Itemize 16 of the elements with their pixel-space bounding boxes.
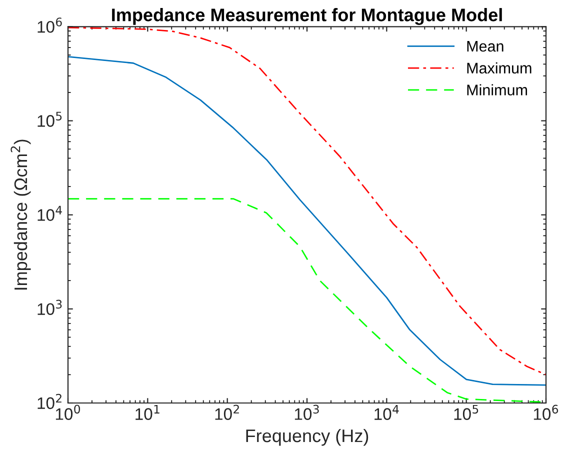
y-tick-label: 10$^{5}$ bbox=[38, 112, 62, 127]
x-axis-title: Frequency (Hz) bbox=[246, 428, 368, 446]
x-tick-label: 10$^{1}$ bbox=[136, 404, 160, 420]
legend-label: Mean bbox=[467, 41, 504, 52]
x-tick-label: 10$^{4}$ bbox=[374, 404, 399, 420]
x-tick-label: 10$^{3}$ bbox=[294, 404, 319, 420]
y-tick-label: 10$^{6}$ bbox=[38, 18, 62, 33]
x-tick-label: 10$^{5}$ bbox=[454, 404, 478, 420]
legend-label: Maximum bbox=[467, 62, 532, 74]
x-tick-label: 10$^{2}$ bbox=[215, 404, 239, 420]
legend-label: Minimum bbox=[467, 84, 527, 96]
x-tick-label: 10$^{6}$ bbox=[534, 404, 558, 420]
y-tick-label: 10$^{3}$ bbox=[38, 300, 62, 315]
y-tick-label: 10$^{4}$ bbox=[38, 206, 62, 221]
chart-title: Impedance Measurement for Montague Model bbox=[112, 8, 502, 25]
y-axis-title: Impedance (Ωcm$^{2}$) bbox=[10, 140, 31, 290]
